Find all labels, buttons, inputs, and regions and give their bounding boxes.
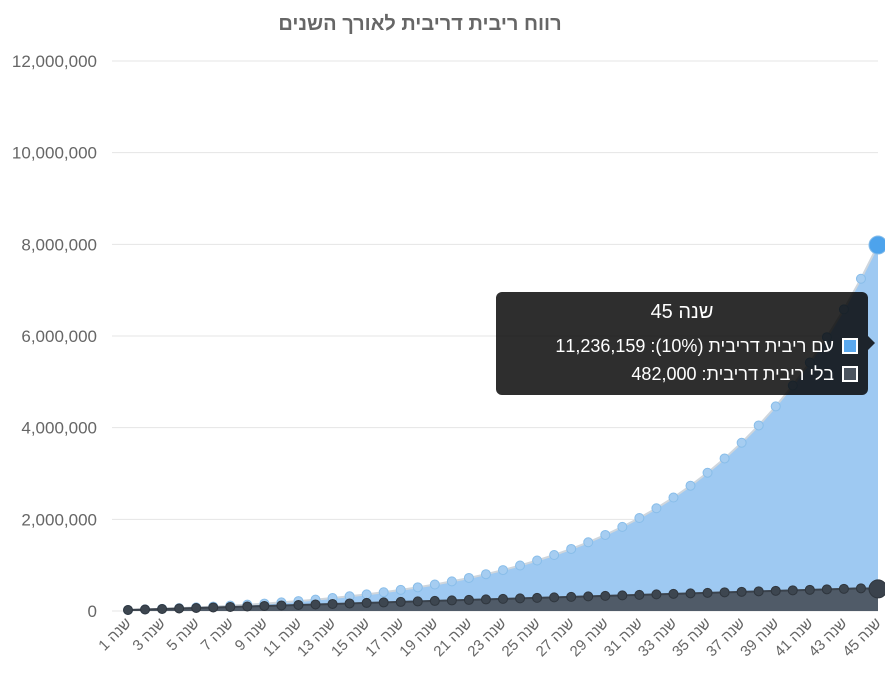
data-point[interactable] (855, 583, 866, 594)
x-tick-label: שנה 3 (129, 615, 168, 654)
data-point[interactable] (583, 591, 594, 602)
data-point[interactable] (719, 453, 730, 464)
data-point[interactable] (770, 401, 781, 412)
data-point[interactable] (668, 492, 679, 503)
data-point[interactable] (361, 597, 372, 608)
data-point[interactable] (395, 584, 406, 595)
tooltip: שנה 45 עם ריבית דריבית (10%): 11,236,159… (496, 292, 875, 395)
data-point[interactable] (259, 600, 270, 611)
data-point[interactable] (685, 480, 696, 491)
data-point[interactable] (361, 589, 372, 600)
tooltip-caret (868, 336, 875, 350)
data-point[interactable] (446, 595, 457, 606)
data-point[interactable] (566, 543, 577, 554)
data-point[interactable] (668, 588, 679, 599)
data-point[interactable] (515, 593, 526, 604)
data-point[interactable] (242, 601, 253, 612)
tooltip-title: שנה 45 (650, 301, 714, 323)
data-point[interactable] (498, 565, 508, 576)
data-point[interactable] (702, 467, 713, 478)
data-point[interactable] (208, 602, 219, 613)
data-point[interactable] (174, 603, 185, 614)
data-point[interactable] (868, 235, 885, 255)
data-point[interactable] (412, 582, 423, 593)
data-point[interactable] (736, 586, 747, 597)
data-point[interactable] (532, 592, 543, 603)
tooltip-row-compound-text: עם ריבית דריבית (10%): 11,236,159 (555, 335, 834, 356)
data-point[interactable] (634, 513, 645, 524)
data-point[interactable] (651, 503, 662, 514)
tooltip-swatch-compound (842, 338, 858, 354)
data-point[interactable] (140, 604, 151, 615)
data-point[interactable] (395, 596, 406, 607)
data-point[interactable] (634, 589, 645, 600)
data-point[interactable] (515, 560, 526, 571)
data-point[interactable] (702, 587, 713, 598)
y-tick-label: 8,000,000 (21, 235, 97, 254)
data-point[interactable] (532, 555, 543, 566)
data-point[interactable] (480, 594, 491, 605)
data-point[interactable] (685, 588, 696, 599)
data-point[interactable] (412, 596, 423, 607)
y-axis: 0 2,000,000 4,000,000 6,000,000 8,000,000 10,… (12, 52, 97, 621)
y-tick-label: 10,000,000 (12, 144, 97, 163)
y-tick-label: 2,000,000 (21, 510, 97, 529)
data-point[interactable] (446, 576, 457, 587)
data-point[interactable] (157, 603, 168, 614)
series-area (128, 245, 878, 612)
data-point[interactable] (429, 579, 440, 590)
data-point[interactable] (753, 420, 764, 431)
data-point[interactable] (617, 590, 628, 601)
tooltip-row-compound: עם ריבית דריבית (10%): 11,236,159 (506, 334, 858, 358)
x-tick-label: שנה 7 (198, 615, 237, 654)
data-point[interactable] (617, 521, 628, 532)
data-point[interactable] (498, 593, 508, 604)
data-point[interactable] (600, 529, 611, 540)
y-tick-label: 6,000,000 (21, 327, 97, 346)
data-point[interactable] (821, 584, 832, 595)
data-point[interactable] (838, 583, 849, 594)
data-point[interactable] (123, 604, 133, 615)
data-point[interactable] (549, 592, 560, 603)
data-point[interactable] (753, 586, 764, 597)
y-tick-label: 0 (88, 602, 97, 621)
data-point[interactable] (549, 549, 560, 560)
data-point[interactable] (804, 584, 815, 595)
data-point[interactable] (651, 589, 662, 600)
tooltip-row-simple-text: בלי ריבית דריבית: 482,000 (631, 363, 834, 384)
y-tick-label: 12,000,000 (12, 52, 97, 71)
data-point[interactable] (225, 601, 236, 612)
x-tick-label: שנה 5 (164, 615, 203, 654)
series-2 (123, 579, 885, 615)
data-point[interactable] (378, 597, 389, 608)
data-point[interactable] (583, 537, 594, 548)
data-point[interactable] (855, 273, 866, 284)
data-point[interactable] (463, 594, 474, 605)
chart-title: רווח ריבית דריבית לאורך השנים (278, 13, 561, 35)
data-point[interactable] (293, 599, 304, 610)
data-point[interactable] (191, 602, 202, 613)
data-point[interactable] (770, 585, 781, 596)
data-point[interactable] (344, 598, 355, 609)
data-point[interactable] (310, 599, 321, 610)
data-point[interactable] (719, 587, 730, 598)
data-point[interactable] (868, 579, 885, 599)
data-point[interactable] (276, 600, 287, 611)
data-point[interactable] (480, 569, 491, 580)
data-point[interactable] (787, 585, 798, 596)
tooltip-swatch-simple (842, 366, 858, 382)
data-point[interactable] (429, 595, 440, 606)
data-point[interactable] (600, 590, 611, 601)
data-point[interactable] (463, 572, 474, 583)
tooltip-row-simple: בלי ריבית דריבית: 482,000 (506, 362, 858, 386)
data-point[interactable] (566, 591, 577, 602)
data-point[interactable] (736, 437, 747, 448)
data-point[interactable] (327, 598, 338, 609)
y-tick-label: 4,000,000 (21, 419, 97, 438)
data-point[interactable] (378, 587, 389, 598)
x-tick-label: שנה 45 (839, 615, 884, 660)
x-tick-label: שנה 1 (95, 615, 134, 654)
